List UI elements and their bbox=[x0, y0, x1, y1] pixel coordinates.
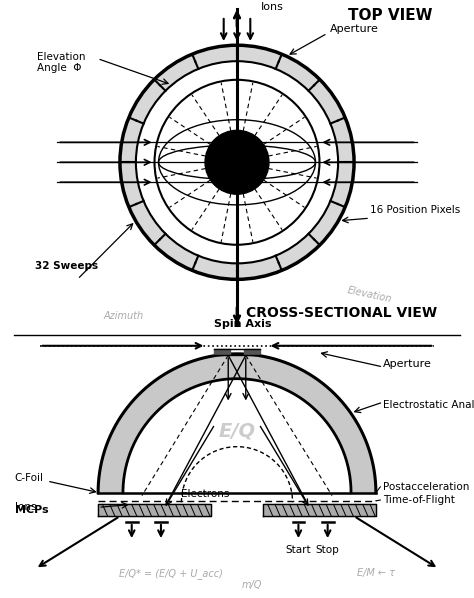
Polygon shape bbox=[120, 45, 354, 279]
Text: Spin Axis: Spin Axis bbox=[214, 319, 271, 329]
Circle shape bbox=[205, 130, 269, 194]
Text: Electrons: Electrons bbox=[182, 489, 230, 499]
Text: Aperture: Aperture bbox=[330, 25, 379, 34]
Text: C-Foil: C-Foil bbox=[15, 473, 44, 483]
Text: Ions: Ions bbox=[15, 502, 36, 512]
Text: Elevation: Elevation bbox=[347, 285, 393, 304]
Text: E/M ← τ: E/M ← τ bbox=[357, 568, 395, 578]
Text: MCPs: MCPs bbox=[15, 505, 48, 515]
Text: Time-of-Flight: Time-of-Flight bbox=[383, 495, 455, 505]
Text: CROSS-SECTIONAL VIEW: CROSS-SECTIONAL VIEW bbox=[246, 306, 437, 321]
Text: m/Q: m/Q bbox=[241, 580, 262, 590]
Text: Electrostatic Analyzer: Electrostatic Analyzer bbox=[383, 400, 474, 410]
Text: Elevation
Angle  Φ: Elevation Angle Φ bbox=[37, 51, 86, 74]
Text: Ions: Ions bbox=[261, 2, 284, 11]
Text: E/Q* = (E/Q + U_acc): E/Q* = (E/Q + U_acc) bbox=[119, 568, 223, 579]
Text: Aperture: Aperture bbox=[383, 359, 432, 369]
Text: Stop: Stop bbox=[316, 545, 339, 556]
Polygon shape bbox=[244, 349, 260, 355]
Polygon shape bbox=[98, 354, 376, 493]
Text: Start: Start bbox=[286, 545, 311, 556]
Text: Postacceleration: Postacceleration bbox=[383, 482, 470, 492]
Polygon shape bbox=[98, 505, 210, 516]
Text: E/Q: E/Q bbox=[219, 422, 255, 441]
Text: Azimuth: Azimuth bbox=[104, 311, 144, 321]
Polygon shape bbox=[214, 349, 230, 355]
Text: 16 Position Pixels: 16 Position Pixels bbox=[370, 205, 460, 215]
Text: 32 Sweeps: 32 Sweeps bbox=[35, 261, 98, 271]
Text: TOP VIEW: TOP VIEW bbox=[348, 8, 432, 23]
Polygon shape bbox=[264, 505, 376, 516]
